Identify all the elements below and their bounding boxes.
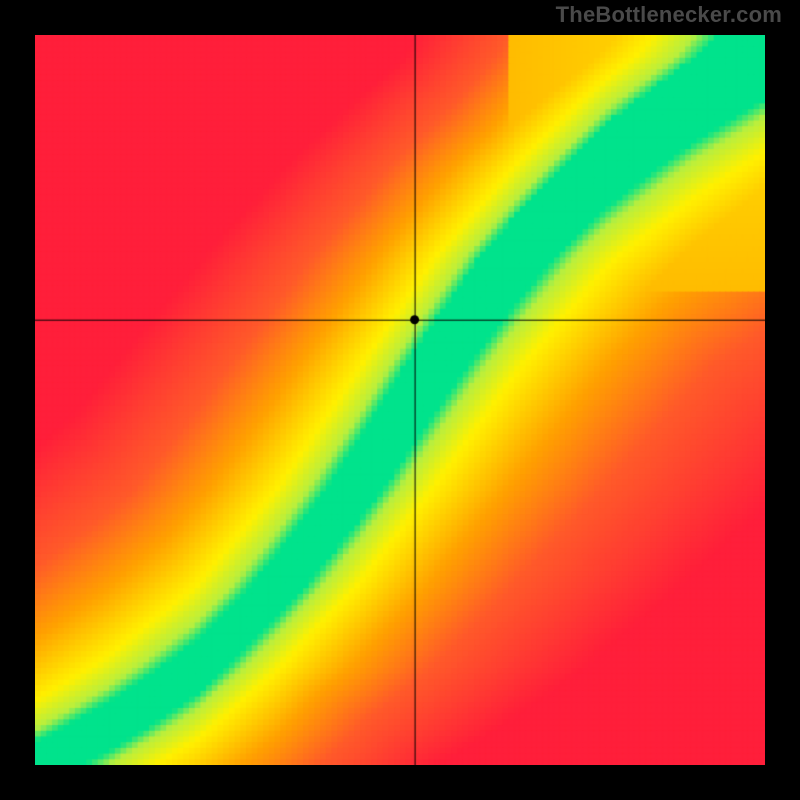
chart-container: TheBottlenecker.com xyxy=(0,0,800,800)
bottleneck-heatmap xyxy=(35,35,765,765)
plot-frame xyxy=(35,35,765,765)
watermark-text: TheBottlenecker.com xyxy=(556,2,782,28)
